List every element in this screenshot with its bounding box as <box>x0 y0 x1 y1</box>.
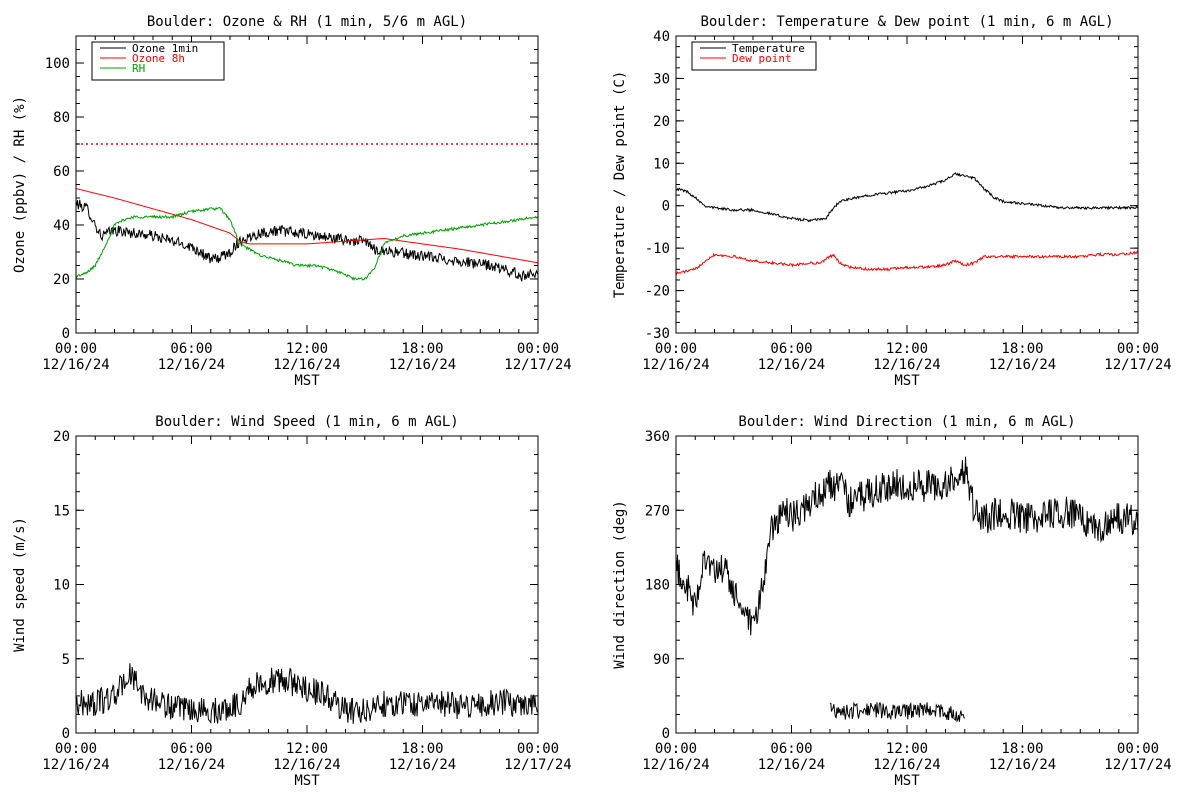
plot-frame <box>675 435 1139 734</box>
x-tick-date: 12/16/24 <box>758 357 825 373</box>
x-tick-date: 12/17/24 <box>504 757 571 773</box>
x-axis-label: MST <box>894 373 920 389</box>
y-tick-label: 0 <box>62 726 70 742</box>
x-tick-time: 06:00 <box>770 341 812 357</box>
chart-title: Boulder: Wind Direction (1 min, 6 m AGL) <box>738 414 1075 430</box>
x-tick-time: 18:00 <box>401 741 443 757</box>
y-tick-label: 20 <box>653 114 670 130</box>
y-tick-label: -10 <box>645 241 670 257</box>
y-tick-label: -20 <box>645 284 670 300</box>
legend <box>691 41 817 71</box>
x-tick-time: 12:00 <box>886 341 928 357</box>
x-tick-date: 12/17/24 <box>1104 357 1171 373</box>
y-tick-label: 60 <box>53 164 70 180</box>
series-line-0 <box>76 199 538 282</box>
x-tick-date: 12/16/24 <box>389 757 456 773</box>
x-tick-date: 12/16/24 <box>158 757 225 773</box>
x-tick-time: 12:00 <box>286 741 328 757</box>
x-tick-time: 12:00 <box>286 341 328 357</box>
chart-2: Boulder: Wind Speed (1 min, 6 m AGL) 0 5 10… <box>12 414 572 789</box>
legend-label: Dew point <box>732 52 792 65</box>
x-tick-date: 12/16/24 <box>989 357 1056 373</box>
x-tick-date: 12/16/24 <box>42 357 109 373</box>
x-tick-time: 00:00 <box>1117 741 1159 757</box>
y-tick-label: 10 <box>653 156 670 172</box>
x-tick-date: 12/16/24 <box>273 757 340 773</box>
x-tick-date: 12/16/24 <box>758 757 825 773</box>
y-tick-label: 360 <box>645 429 670 445</box>
x-tick-date: 12/16/24 <box>273 357 340 373</box>
y-tick-label: 0 <box>662 726 670 742</box>
y-tick-label: 180 <box>645 578 670 594</box>
x-tick-time: 00:00 <box>55 741 97 757</box>
series-line-0 <box>676 172 1138 223</box>
series-line-2 <box>76 207 538 282</box>
y-tick-label: 100 <box>45 56 70 72</box>
x-tick-date: 12/16/24 <box>989 757 1056 773</box>
y-tick-label: 15 <box>53 503 70 519</box>
x-tick-time: 00:00 <box>655 741 697 757</box>
x-tick-time: 00:00 <box>517 341 559 357</box>
legend-label: RH <box>132 62 145 75</box>
chart-title: Boulder: Ozone & RH (1 min, 5/6 m AGL) <box>147 14 467 30</box>
y-axis-label: Temperature / Dew point (C) <box>612 71 628 299</box>
y-tick-label: 40 <box>53 218 70 234</box>
chart-3: Boulder: Wind Direction (1 min, 6 m AGL)… <box>612 414 1172 789</box>
y-tick-label: 40 <box>653 29 670 45</box>
x-axis-label: MST <box>294 373 320 389</box>
plot-frame <box>675 35 1139 334</box>
x-axis-label: MST <box>894 773 920 789</box>
legend-label: Ozone 1min <box>132 42 198 55</box>
y-tick-label: 10 <box>53 578 70 594</box>
x-axis-label: MST <box>294 773 320 789</box>
chart-1: Boulder: Temperature & Dew point (1 min,… <box>612 14 1172 389</box>
x-tick-time: 06:00 <box>770 741 812 757</box>
x-tick-time: 18:00 <box>1001 741 1043 757</box>
x-tick-date: 12/17/24 <box>504 357 571 373</box>
x-tick-date: 12/16/24 <box>642 357 709 373</box>
x-tick-time: 00:00 <box>517 741 559 757</box>
y-axis-label: Wind direction (deg) <box>612 500 628 669</box>
series-line-0 <box>676 456 1138 636</box>
x-tick-date: 12/16/24 <box>389 357 456 373</box>
y-tick-label: 0 <box>62 326 70 342</box>
y-tick-label: 90 <box>653 652 670 668</box>
x-tick-date: 12/16/24 <box>642 757 709 773</box>
x-tick-time: 00:00 <box>55 341 97 357</box>
x-tick-date: 12/17/24 <box>1104 757 1171 773</box>
series-line-1 <box>829 701 966 723</box>
x-tick-date: 12/16/24 <box>42 757 109 773</box>
y-axis-label: Ozone (ppbv) / RH (%) <box>12 96 28 273</box>
x-tick-time: 06:00 <box>170 741 212 757</box>
plot-frame <box>75 35 539 334</box>
series-line-0 <box>76 663 538 725</box>
x-tick-time: 18:00 <box>401 341 443 357</box>
series-line-1 <box>676 250 1138 276</box>
y-tick-label: 20 <box>53 272 70 288</box>
y-tick-label: 270 <box>645 503 670 519</box>
y-tick-label: 0 <box>662 199 670 215</box>
chart-0: Boulder: Ozone & RH (1 min, 5/6 m AGL) 0 2… <box>12 14 572 389</box>
x-tick-time: 12:00 <box>886 741 928 757</box>
y-tick-label: -30 <box>645 326 670 342</box>
x-tick-date: 12/16/24 <box>158 357 225 373</box>
x-tick-time: 00:00 <box>655 341 697 357</box>
y-tick-label: 20 <box>53 429 70 445</box>
x-tick-date: 12/16/24 <box>873 357 940 373</box>
x-tick-time: 00:00 <box>1117 341 1159 357</box>
chart-title: Boulder: Temperature & Dew point (1 min,… <box>700 14 1113 30</box>
x-tick-time: 18:00 <box>1001 341 1043 357</box>
x-tick-date: 12/16/24 <box>873 757 940 773</box>
legend-label: Temperature <box>732 42 805 55</box>
legend-label: Ozone 8h <box>132 52 185 65</box>
y-tick-label: 5 <box>62 652 70 668</box>
x-tick-time: 06:00 <box>170 341 212 357</box>
y-axis-label: Wind speed (m/s) <box>12 517 28 652</box>
chart-title: Boulder: Wind Speed (1 min, 6 m AGL) <box>155 414 458 430</box>
plot-frame <box>75 435 539 734</box>
y-tick-label: 30 <box>653 71 670 87</box>
y-tick-label: 80 <box>53 110 70 126</box>
series-line-1 <box>76 188 538 264</box>
